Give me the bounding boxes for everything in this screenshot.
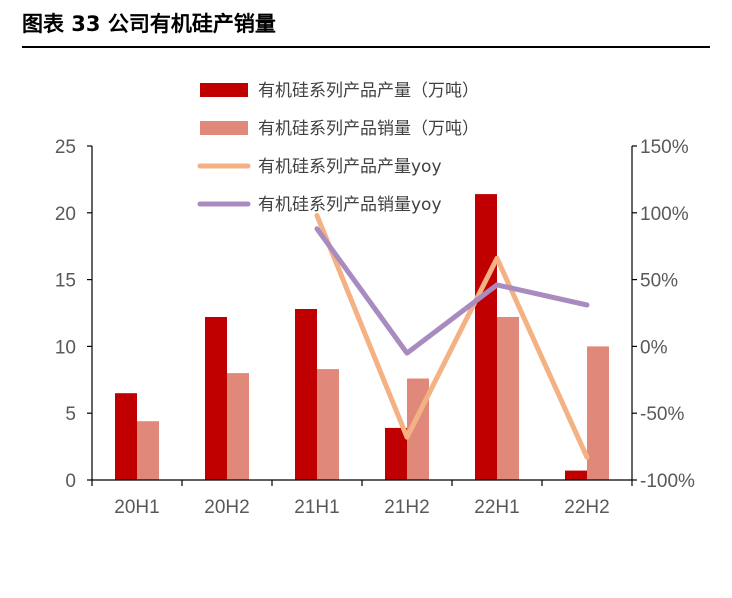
y-right-tick-label: 100% [640,204,689,225]
legend-label: 有机硅系列产品销量（万吨） [258,119,479,139]
bar-sales-20H2 [227,373,249,480]
y-right-tick-label: 50% [640,271,678,292]
title-rule [22,46,710,48]
legend: 有机硅系列产品产量（万吨） 有机硅系列产品销量（万吨） 有机硅系列产品产量yoy 有机… [197,81,479,215]
bar-sales-20H1 [137,421,159,480]
x-tick-label: 21H2 [384,497,429,518]
x-tick-label: 21H1 [294,497,339,518]
legend-label: 有机硅系列产品产量（万吨） [258,81,479,101]
bar-production-20H2 [205,317,227,480]
bar-sales-21H1 [317,369,339,480]
figure-title: 图表 33 公司有机硅产销量 [22,12,276,36]
bar-production-20H1 [115,393,137,480]
x-tick-label: 22H1 [474,497,519,518]
axes: 0 5 10 15 20 25 -100% -50% 0% 50% 100% 150% 20H1 20H2… [55,137,695,518]
x-tick-label: 20H1 [114,497,159,518]
y-left-tick-label: 10 [55,337,76,358]
bar-sales-22H2 [587,346,609,480]
y-left-tick-label: 25 [55,137,76,158]
y-right-tick-label: 0% [640,337,668,358]
y-right-tick-label: -50% [640,404,684,425]
y-left-tick-label: 5 [65,404,76,425]
y-left-tick-label: 15 [55,271,76,292]
bar-production-22H2 [565,470,587,480]
legend-swatch-bar-sales [200,121,248,135]
line-sales-yoy [314,226,590,356]
legend-label: 有机硅系列产品销量yoy [258,195,442,215]
legend-swatch-bar-production [200,83,248,97]
y-left-tick-label: 20 [55,204,76,225]
y-right-tick-label: 150% [640,137,689,158]
line-production-yoy [314,213,590,460]
yoy-lines [314,213,590,460]
x-tick-label: 20H2 [204,497,249,518]
bar-production-22H1 [475,194,497,480]
bar-production-21H2 [385,427,407,480]
bar-sales-22H1 [497,317,519,480]
x-tick-label: 22H2 [564,497,609,518]
bar-production-21H1 [295,309,317,480]
y-right-tick-label: -100% [640,471,695,492]
legend-label: 有机硅系列产品产量yoy [258,157,442,177]
y-left-tick-label: 0 [65,471,76,492]
